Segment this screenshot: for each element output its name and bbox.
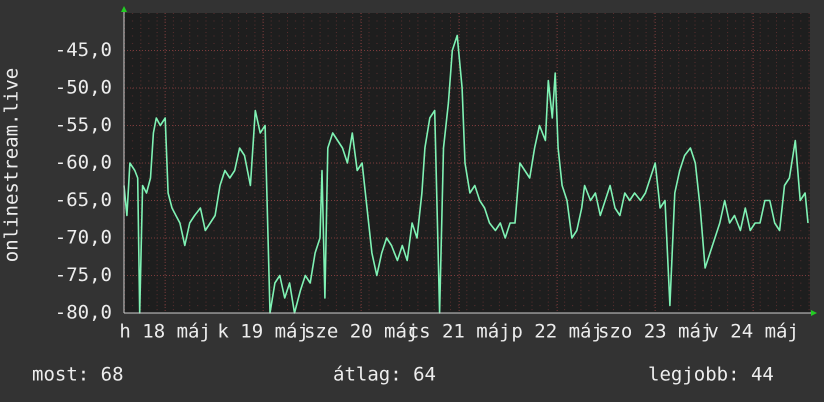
y-arrow	[121, 6, 127, 12]
y-tick-label: -50,0	[55, 77, 112, 99]
footer-current: most: 68	[32, 364, 124, 386]
plot	[123, 34, 809, 314]
y-tick-label: -65,0	[55, 189, 112, 211]
x-tick-label: k 19 máj	[217, 321, 309, 343]
x-arrow	[811, 310, 817, 316]
x-tick-label: sze 20 máj	[304, 321, 418, 343]
x-tick-label: szo 23 máj	[598, 321, 712, 343]
labels: -45,0 -50,0 -55,0 -60,0 -65,0 -70,0 -75,0 -80,0…	[55, 39, 799, 343]
y-tick-label: -60,0	[55, 152, 112, 174]
x-tick-label: p 22 máj	[511, 321, 603, 343]
x-tick-label: h 18 máj	[119, 321, 211, 343]
y-tick-label: -80,0	[55, 302, 112, 324]
x-tick-label: cs 21 máj	[408, 321, 511, 343]
footer-average: átlag: 64	[333, 364, 436, 386]
y-tick-label: -55,0	[55, 114, 112, 136]
x-tick-label: v 24 máj	[707, 321, 799, 343]
y-tick-label: -45,0	[55, 39, 112, 61]
y-tick-label: -70,0	[55, 227, 112, 249]
y-axis-label: onlinestream.live	[1, 68, 23, 262]
data-line	[123, 34, 809, 314]
y-tick-label: -75,0	[55, 264, 112, 286]
footer-best: legjobb: 44	[648, 364, 774, 386]
